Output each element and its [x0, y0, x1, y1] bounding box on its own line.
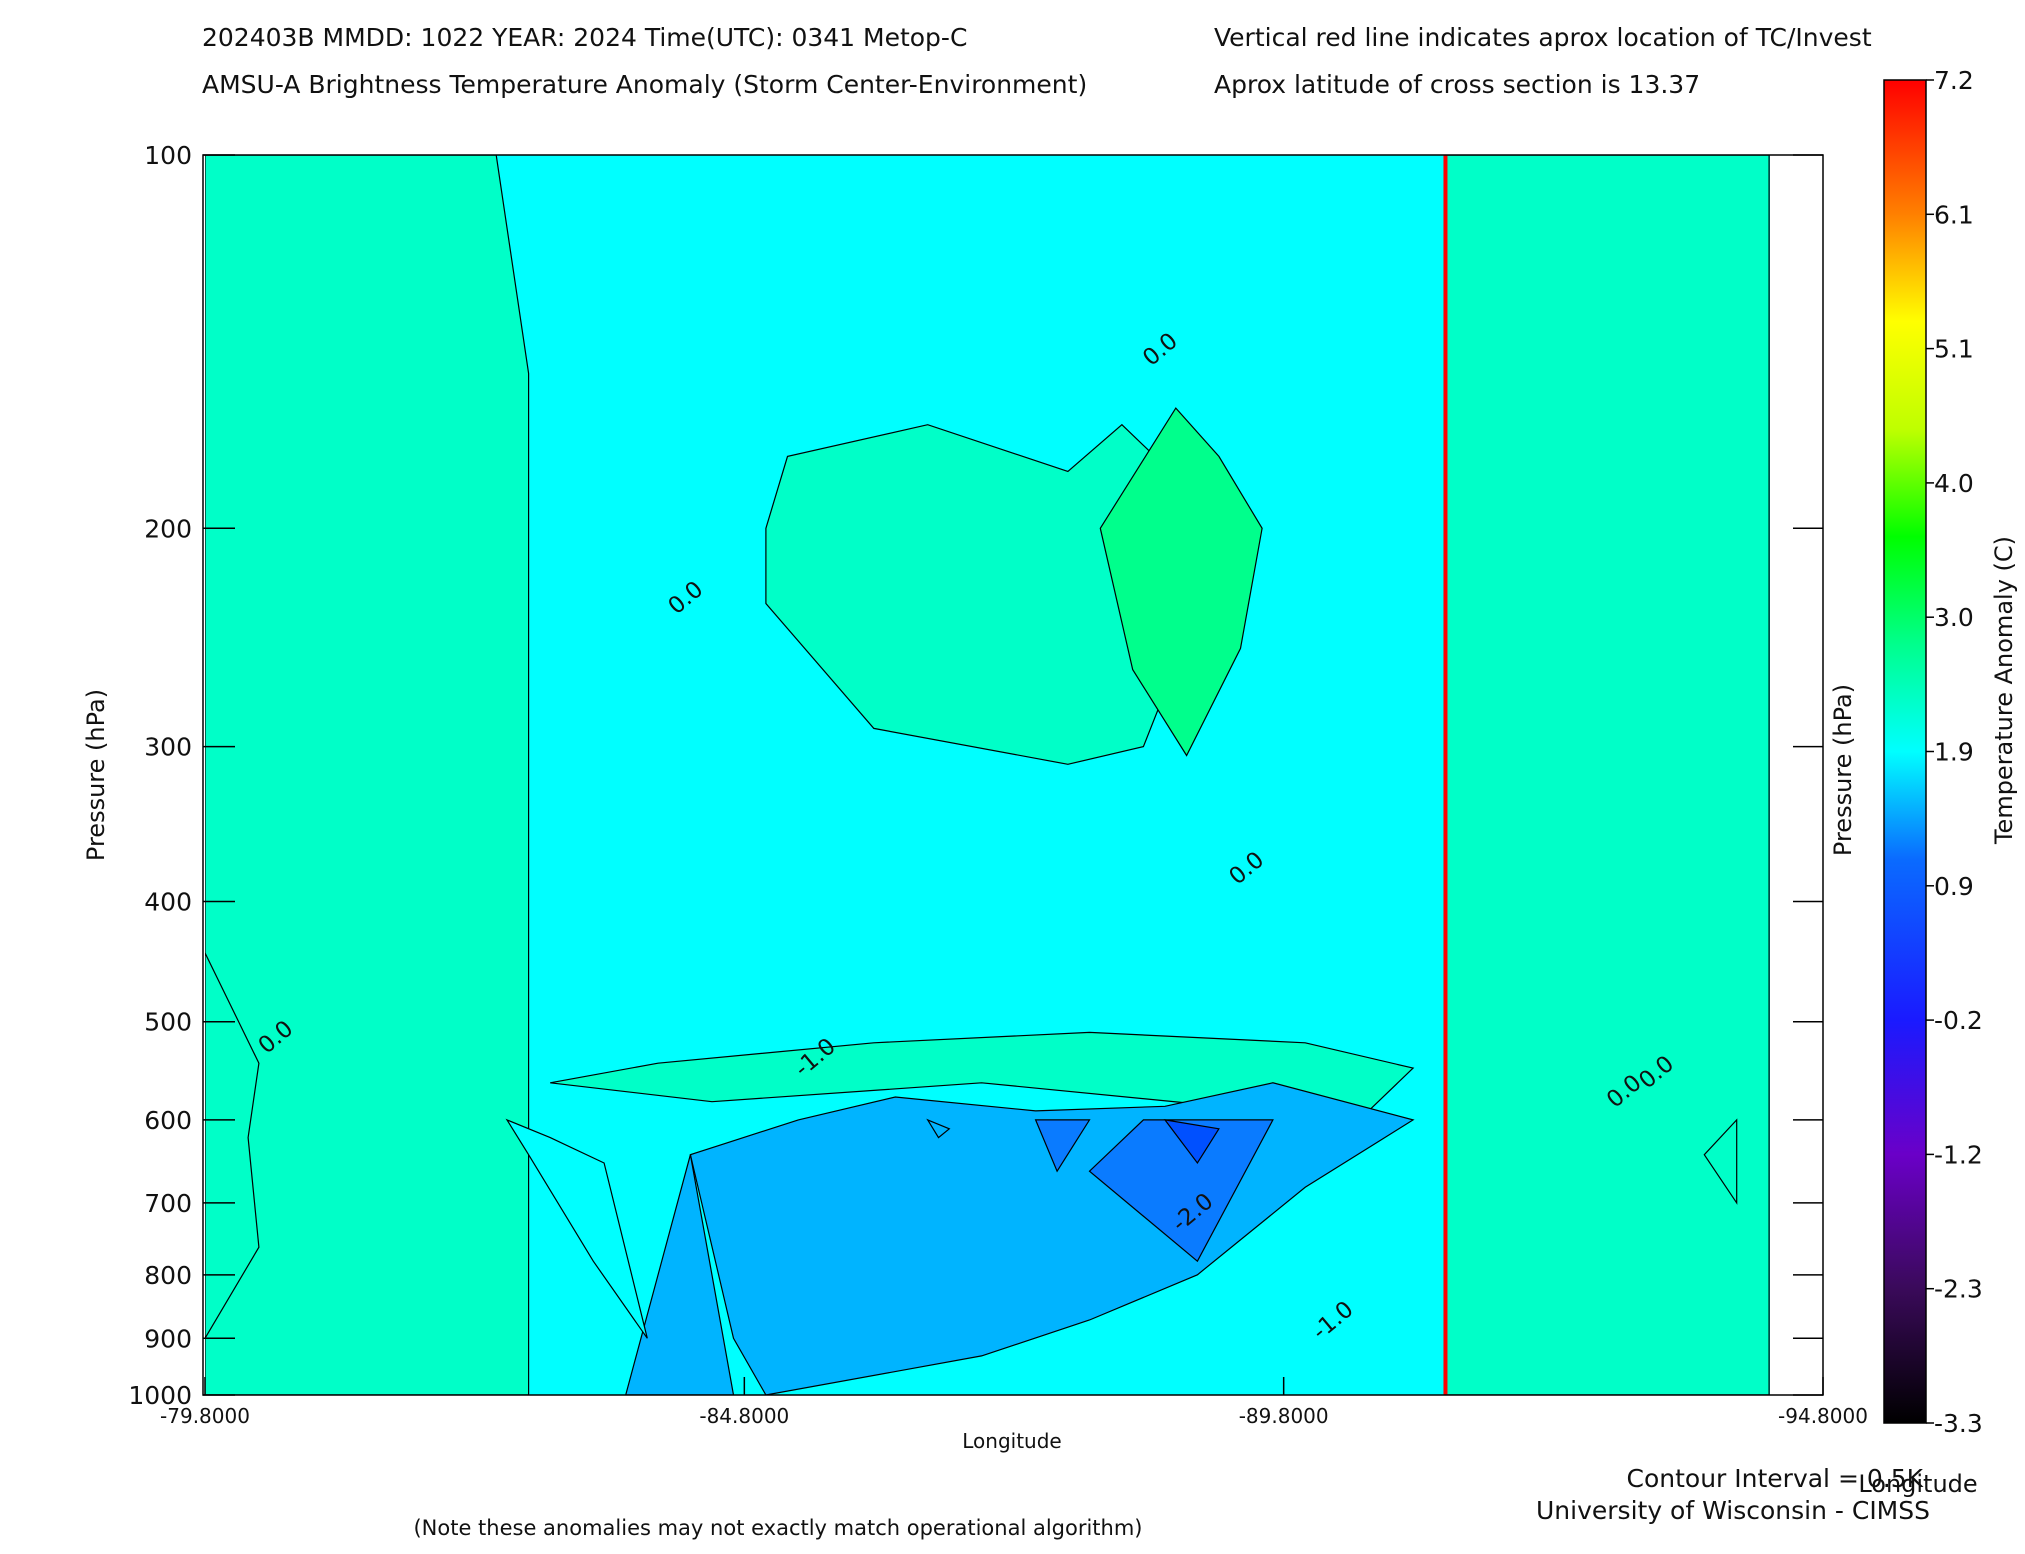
- y-tick-label-8: 900: [144, 1324, 192, 1353]
- contour-region-3: [1444, 155, 1770, 1395]
- header-subtitle-right: Aprox latitude of cross section is 13.37: [1214, 70, 1700, 99]
- colorbar-tick-label-10: -3.3: [1934, 1409, 1983, 1438]
- colorbar-tick-label-7: -0.2: [1934, 1006, 1983, 1035]
- contour-region-8: [1088, 1119, 1274, 1263]
- colorbar-tick-label-0: 7.2: [1934, 66, 1974, 95]
- plot-frame: [202, 154, 1824, 1396]
- contour-region-13: [1703, 1118, 1738, 1205]
- contour-interval-text: Contour Interval = 0.5K: [1627, 1464, 1924, 1493]
- contour-regions: [205, 155, 1770, 1395]
- contour-region-12: [505, 1118, 648, 1339]
- plot-area: [205, 155, 1770, 1395]
- y-tick-label-6: 700: [144, 1189, 192, 1218]
- header-title-left: 202403B MMDD: 1022 YEAR: 2024 Time(UTC):…: [202, 23, 967, 52]
- x-tick-label-3: -94.8000: [1778, 1404, 1868, 1428]
- y-axis-label-left: Pressure (hPa): [82, 689, 110, 861]
- plot-blank-strip: [1770, 155, 1823, 1395]
- disclaimer-note: (Note these anomalies may not exactly ma…: [413, 1516, 1142, 1540]
- y-tick-label-9: 1000: [128, 1381, 192, 1410]
- y-tick-label-4: 500: [144, 1008, 192, 1037]
- y-tick-label-1: 200: [144, 514, 192, 543]
- colorbar-tick-label-1: 6.1: [1934, 200, 1974, 229]
- contour-region-0: [205, 155, 530, 1395]
- y-tick-label-2: 300: [144, 733, 192, 762]
- contour-region-11: [926, 1118, 951, 1139]
- x-tick-label-1: -84.8000: [699, 1404, 789, 1428]
- y-tick-label-7: 800: [144, 1261, 192, 1290]
- contour-region-2: [1099, 407, 1263, 757]
- contour-region-9: [1034, 1119, 1091, 1173]
- y-tick-label-0: 100: [144, 141, 192, 170]
- y-tick-label-3: 400: [144, 888, 192, 917]
- y-axis-label-right: Pressure (hPa): [1829, 684, 1857, 856]
- colorbar-tick-label-8: -1.2: [1934, 1140, 1983, 1169]
- colorbar-axis-label: Longitude: [1858, 1470, 1977, 1498]
- x-tick-label-0: -79.8000: [160, 1404, 250, 1428]
- colorbar-tick-label-5: 1.9: [1934, 738, 1974, 767]
- contour-region-7: [625, 1154, 735, 1395]
- contour-region-10: [1163, 1119, 1220, 1165]
- y-tick-label-5: 600: [144, 1106, 192, 1135]
- colorbar-tick-label-4: 3.0: [1934, 603, 1974, 632]
- colorbar: [1883, 79, 1927, 1424]
- colorbar-tick-label-9: -2.3: [1934, 1275, 1983, 1304]
- y-axis-ticks: 100 200 300 400 500 600 700 800 900 1000: [128, 141, 1823, 1410]
- header-subtitle-left: AMSU-A Brightness Temperature Anomaly (S…: [202, 70, 1087, 99]
- colorbar-tick-label-2: 5.1: [1934, 335, 1974, 364]
- colorbar-label: Temperature Anomaly (C): [1990, 536, 2018, 845]
- contour-region-4: [205, 952, 260, 1340]
- x-tick-label-2: -89.8000: [1239, 1404, 1329, 1428]
- colorbar-tick-label-6: 0.9: [1934, 872, 1974, 901]
- x-axis-ticks: -79.8000 -84.8000 -89.8000 -94.8000: [160, 1377, 1868, 1428]
- header-title-right: Vertical red line indicates aprox locati…: [1214, 23, 1872, 52]
- x-axis-label: Longitude: [962, 1429, 1061, 1453]
- colorbar-tick-label-3: 4.0: [1934, 469, 1974, 498]
- colorbar-ticks: 7.2 6.1 5.1 4.0 3.0 1.9 0.9 -0.2 -1.2 -2.3 -3.3: [1926, 66, 1983, 1438]
- credit-text: University of Wisconsin - CIMSS: [1536, 1496, 1930, 1525]
- contour-region-5: [550, 1031, 1415, 1121]
